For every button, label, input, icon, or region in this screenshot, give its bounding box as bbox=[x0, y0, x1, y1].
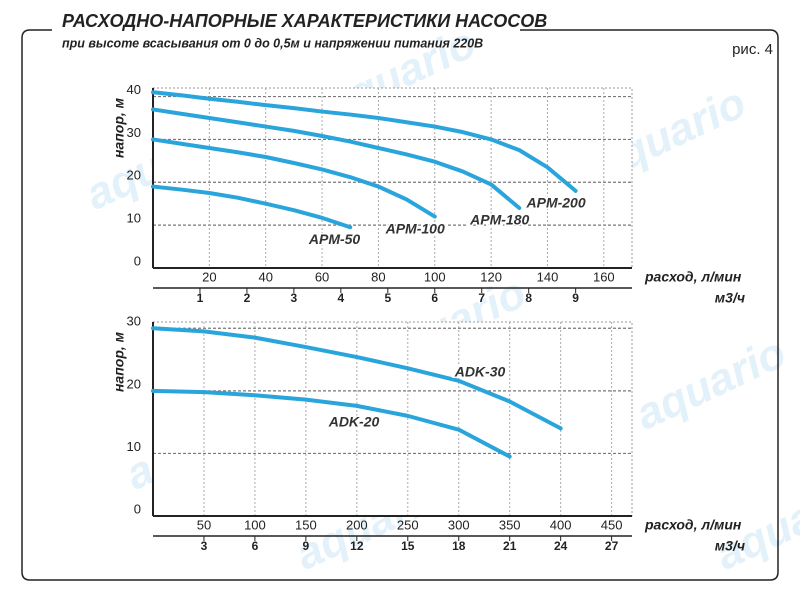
x2-tick-label: 27 bbox=[605, 539, 619, 553]
series-label: АРМ-200 bbox=[526, 195, 586, 211]
y-tick-label: 0 bbox=[134, 501, 141, 516]
series-line bbox=[151, 107, 522, 210]
y-tick-label: 20 bbox=[127, 168, 141, 183]
x2-tick-label: 8 bbox=[525, 291, 532, 305]
x-axis-label: расход, л/мин bbox=[644, 517, 742, 533]
x2-tick-label: 5 bbox=[384, 291, 391, 305]
x2-tick-label: 21 bbox=[503, 539, 517, 553]
x2-tick-label: 3 bbox=[201, 539, 208, 553]
x-tick-label: 200 bbox=[346, 517, 368, 532]
x-tick-label: 300 bbox=[448, 517, 470, 532]
plot-area bbox=[152, 87, 633, 269]
x-tick-label: 400 bbox=[550, 517, 572, 532]
x2-tick-label: 7 bbox=[478, 291, 485, 305]
x-tick-label: 160 bbox=[593, 269, 615, 284]
x2-tick-label: 9 bbox=[572, 291, 579, 305]
x-tick-label: 140 bbox=[537, 269, 559, 284]
y-tick-label: 40 bbox=[127, 82, 141, 97]
y-tick-label: 10 bbox=[127, 211, 141, 226]
series-line bbox=[151, 326, 563, 431]
x2-tick-label: 6 bbox=[431, 291, 438, 305]
x-tick-label: 40 bbox=[258, 269, 272, 284]
x2-tick-label: 1 bbox=[197, 291, 204, 305]
watermark: aquario bbox=[628, 328, 793, 440]
x-tick-label: 450 bbox=[601, 517, 623, 532]
x-tick-label: 80 bbox=[371, 269, 385, 284]
x2-tick-label: 4 bbox=[337, 291, 344, 305]
frame bbox=[21, 29, 779, 581]
y-tick-label: 10 bbox=[127, 439, 141, 454]
x-tick-label: 120 bbox=[480, 269, 502, 284]
series-label: АРМ-180 bbox=[469, 212, 529, 228]
series-label: АРМ-50 bbox=[308, 231, 361, 247]
series-label: ADK-20 bbox=[328, 414, 380, 430]
x2-tick-label: 9 bbox=[303, 539, 310, 553]
series-line bbox=[151, 184, 353, 230]
x2-tick-label: 18 bbox=[452, 539, 466, 553]
x2-tick-label: 24 bbox=[554, 539, 568, 553]
x-tick-label: 350 bbox=[499, 517, 521, 532]
series-line bbox=[151, 388, 512, 459]
y-tick-label: 0 bbox=[134, 253, 141, 268]
x2-tick-label: 12 bbox=[350, 539, 364, 553]
x2-tick-label: 15 bbox=[401, 539, 415, 553]
x2-tick-label: 2 bbox=[244, 291, 251, 305]
y-tick-label: 30 bbox=[127, 125, 141, 140]
plot-area bbox=[152, 321, 633, 517]
x2-axis-label: м3/ч bbox=[715, 290, 745, 306]
series-label: ADK-30 bbox=[454, 364, 506, 380]
x2-tick-label: 6 bbox=[252, 539, 259, 553]
y-tick-label: 30 bbox=[127, 314, 141, 329]
x-tick-label: 60 bbox=[315, 269, 329, 284]
x-tick-label: 250 bbox=[397, 517, 419, 532]
series-label: АРМ-100 bbox=[385, 220, 445, 236]
y-tick-label: 20 bbox=[127, 376, 141, 391]
figure-label: рис. 4 bbox=[732, 41, 773, 58]
subtitle: при высоте всасывания от 0 до 0,5м и нап… bbox=[62, 36, 483, 50]
x-tick-label: 100 bbox=[244, 517, 266, 532]
x2-tick-label: 3 bbox=[291, 291, 298, 305]
x2-axis-label: м3/ч bbox=[715, 538, 745, 554]
y-axis-label: напор, м bbox=[111, 97, 127, 158]
x-tick-label: 20 bbox=[202, 269, 216, 284]
series-line bbox=[151, 90, 578, 193]
title: РАСХОДНО-НАПОРНЫЕ ХАРАКТЕРИСТИКИ НАСОСОВ bbox=[62, 11, 547, 31]
series-line bbox=[151, 137, 437, 219]
y-axis-label: напор, м bbox=[111, 331, 127, 392]
x-tick-label: 50 bbox=[197, 517, 211, 532]
x-tick-label: 100 bbox=[424, 269, 446, 284]
x-axis-label: расход, л/мин bbox=[644, 269, 742, 285]
x-tick-label: 150 bbox=[295, 517, 317, 532]
